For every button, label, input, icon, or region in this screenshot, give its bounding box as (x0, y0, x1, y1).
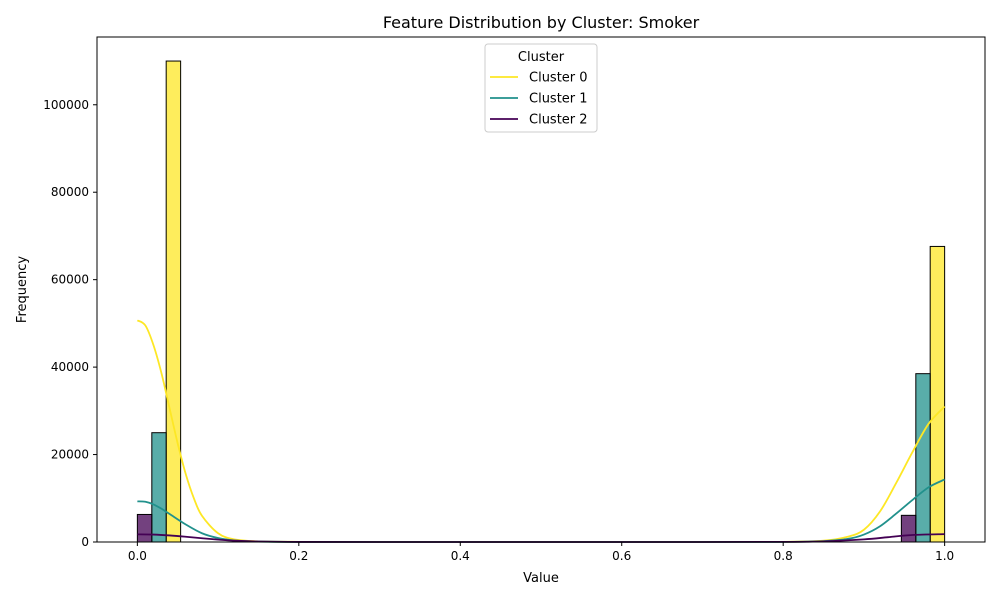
x-tick-label: 0.4 (451, 549, 470, 563)
legend-title: Cluster (518, 50, 565, 65)
y-tick-label: 60000 (51, 273, 89, 287)
bar-cluster-2-0 (136, 513, 153, 543)
kde-line-cluster-2 (137, 533, 945, 543)
bar-cluster-2-1 (900, 514, 917, 543)
y-tick-label: 0 (81, 535, 89, 549)
bar-cluster-0-1 (929, 245, 946, 543)
x-tick-label: 1.0 (935, 549, 954, 563)
legend: Cluster Cluster 0 Cluster 1 Cluster 2 (484, 43, 598, 133)
x-tick-label: 0.0 (128, 549, 147, 563)
chart-title: Feature Distribution by Cluster: Smoker (383, 13, 700, 32)
y-tick-label: 20000 (51, 448, 89, 462)
legend-box (484, 43, 598, 133)
legend-items: Cluster 0 Cluster 1 Cluster 2 (490, 71, 588, 128)
y-tick-label: 40000 (51, 360, 89, 374)
x-tick-label: 0.8 (774, 549, 793, 563)
kde-line-cluster-1 (137, 478, 946, 543)
legend-label-cluster-1: Cluster 1 (529, 92, 588, 107)
x-axis-label: Value (523, 571, 559, 586)
bar-cluster-0-0 (165, 60, 182, 543)
bar-cluster-1-1 (915, 373, 931, 543)
axes-frame (96, 36, 986, 543)
kde-line-cluster-0 (136, 319, 946, 543)
y-axis-label: Frequency (15, 256, 30, 323)
plot-area (136, 60, 946, 543)
axis-ticks: 0.0 0.2 0.4 0.6 0.8 1.0 0 20000 40000 60000 80000 1… (43, 98, 954, 563)
x-tick-label: 0.2 (289, 549, 308, 563)
y-tick-label: 80000 (51, 185, 89, 199)
y-tick-label: 100000 (43, 98, 89, 112)
legend-label-cluster-2: Cluster 2 (529, 113, 588, 128)
legend-label-cluster-0: Cluster 0 (529, 71, 588, 86)
bar-cluster-1-0 (151, 432, 167, 543)
x-tick-label: 0.6 (612, 549, 631, 563)
